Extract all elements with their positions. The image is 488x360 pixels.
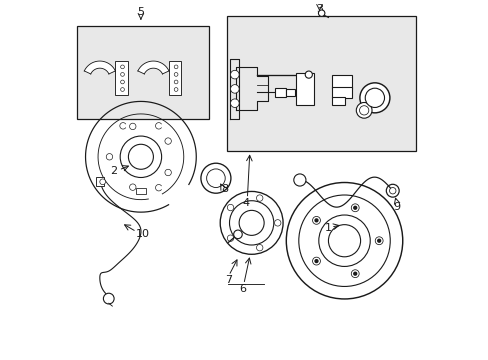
Circle shape [174, 73, 178, 76]
Circle shape [353, 272, 356, 275]
Circle shape [305, 71, 312, 78]
Bar [226, 16, 415, 152]
Circle shape [121, 65, 124, 69]
Text: 8: 8 [221, 184, 228, 194]
Circle shape [229, 201, 273, 245]
Circle shape [239, 210, 264, 235]
Bar [296, 73, 313, 105]
Text: 2: 2 [110, 166, 118, 176]
Circle shape [285, 183, 402, 299]
Circle shape [230, 99, 239, 108]
Circle shape [359, 83, 389, 113]
Circle shape [174, 87, 178, 91]
Bar [96, 177, 104, 186]
Circle shape [293, 174, 305, 186]
Text: 1: 1 [325, 223, 331, 233]
Circle shape [314, 260, 317, 262]
Bar [285, 89, 294, 96]
Circle shape [106, 154, 112, 160]
Circle shape [356, 103, 371, 118]
Circle shape [174, 80, 178, 84]
Text: 7: 7 [224, 275, 231, 285]
Bar [77, 26, 208, 119]
Circle shape [350, 204, 358, 212]
Circle shape [121, 87, 124, 91]
Circle shape [129, 123, 136, 130]
Bar [135, 188, 146, 194]
Circle shape [233, 230, 242, 239]
Circle shape [220, 192, 283, 254]
Bar [115, 61, 127, 95]
Circle shape [128, 144, 153, 169]
Text: 4: 4 [242, 198, 249, 208]
Bar [168, 61, 181, 95]
Circle shape [377, 239, 380, 242]
Circle shape [164, 169, 171, 176]
Circle shape [298, 195, 389, 287]
Polygon shape [84, 61, 115, 74]
Text: 9: 9 [393, 202, 400, 212]
Circle shape [230, 85, 239, 93]
Bar [274, 88, 285, 97]
Circle shape [386, 184, 398, 197]
Circle shape [230, 70, 239, 79]
Circle shape [312, 216, 320, 224]
Text: 6: 6 [239, 284, 246, 294]
Circle shape [256, 244, 263, 251]
Circle shape [121, 80, 124, 84]
Circle shape [206, 169, 225, 188]
Circle shape [103, 293, 114, 304]
Text: 5: 5 [137, 7, 144, 17]
Circle shape [389, 188, 395, 194]
Circle shape [353, 206, 356, 209]
Circle shape [174, 65, 178, 69]
Circle shape [318, 215, 369, 266]
Circle shape [120, 136, 162, 177]
Circle shape [121, 73, 124, 76]
Circle shape [312, 257, 320, 265]
Bar [331, 87, 351, 98]
Bar [331, 75, 351, 89]
Text: 10: 10 [135, 229, 149, 239]
Circle shape [227, 235, 233, 242]
Text: 3: 3 [315, 4, 323, 14]
Circle shape [129, 184, 136, 190]
Circle shape [256, 195, 263, 201]
Circle shape [318, 10, 324, 17]
Circle shape [314, 219, 317, 222]
Circle shape [201, 163, 230, 193]
Circle shape [350, 270, 358, 278]
Circle shape [100, 179, 105, 185]
Circle shape [359, 106, 368, 115]
Circle shape [164, 138, 171, 144]
Circle shape [328, 225, 360, 257]
Polygon shape [138, 61, 168, 74]
Circle shape [374, 237, 382, 245]
Circle shape [365, 88, 384, 108]
Circle shape [274, 220, 281, 226]
Bar [331, 98, 344, 105]
Circle shape [227, 204, 233, 211]
